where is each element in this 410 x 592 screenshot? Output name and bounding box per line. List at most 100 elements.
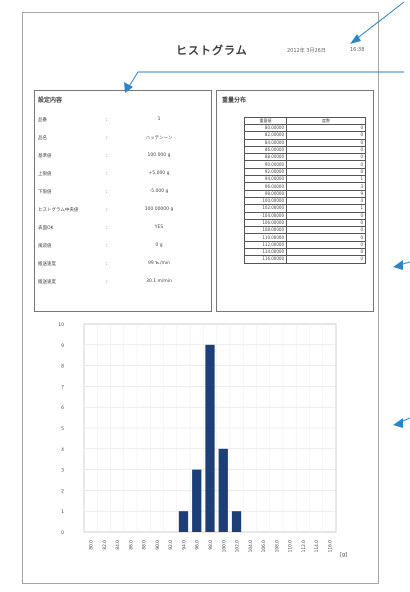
setting-value: 0 g	[120, 243, 198, 248]
distribution-count: 0	[287, 219, 366, 226]
x-tick-label: 110.0	[288, 540, 294, 553]
distribution-row: 102.00000 1	[245, 205, 366, 212]
histogram-chart: 0 1 2 3 4 5 6 7 8 9 10 80.0 82.0 84.0 86.0 88.0 90.0 92.0…	[40, 318, 375, 578]
x-tick-label: 80.0	[89, 540, 95, 550]
x-tick-label: 96.0	[195, 540, 201, 550]
x-tick-label: 90.0	[155, 540, 161, 550]
distribution-row: 114.00000 0	[245, 249, 366, 256]
distribution-row: 84.00000 0	[245, 139, 366, 146]
y-tick-label: 1	[61, 509, 64, 515]
setting-value: 1	[120, 117, 198, 122]
x-tick-label: 112.0	[301, 540, 307, 553]
y-tick-label: 2	[61, 488, 64, 494]
y-tick-label: 7	[61, 384, 64, 390]
setting-separator: :	[106, 207, 108, 213]
distribution-weight: 102.00000	[245, 205, 287, 212]
distribution-count: 0	[287, 154, 366, 161]
setting-label: 搬送速度	[38, 261, 56, 267]
y-tick-label: 10	[58, 322, 64, 328]
setting-separator: :	[106, 261, 108, 267]
distribution-count: 9	[287, 190, 366, 197]
setting-label: 下限値	[38, 189, 52, 195]
histogram-bar	[179, 511, 188, 532]
settings-title: 設定内容	[38, 95, 62, 104]
setting-value: 30.1 m/min	[120, 279, 198, 284]
y-tick-label: 8	[61, 364, 64, 370]
x-tick-label: 106.0	[261, 540, 267, 553]
distribution-weight: 90.00000	[245, 161, 287, 168]
distribution-row: 80.00000 0	[245, 125, 366, 132]
y-tick-label: 6	[61, 405, 64, 411]
setting-separator: :	[106, 279, 108, 285]
setting-separator: :	[106, 153, 108, 159]
distribution-weight: 82.00000	[245, 132, 287, 139]
histogram-svg: 0 1 2 3 4 5 6 7 8 9 10 80.0 82.0 84.0 86.0 88.0 90.0 92.0…	[40, 318, 375, 578]
distribution-weight: 98.00000	[245, 190, 287, 197]
distribution-count: 0	[287, 125, 366, 132]
distribution-count: 1	[287, 205, 366, 212]
setting-value: 100.000 g	[120, 153, 198, 158]
arrow-chart	[393, 418, 410, 428]
distribution-row: 110.00000 0	[245, 234, 366, 241]
distribution-count: 4	[287, 197, 366, 204]
y-tick-label: 4	[61, 447, 64, 453]
report-date: 2012年 3月26日	[287, 47, 326, 54]
setting-value: ハッテンーン	[120, 135, 198, 141]
setting-separator: :	[106, 225, 108, 231]
histogram-bar	[205, 345, 214, 532]
histogram-bar	[192, 470, 201, 532]
setting-separator: :	[106, 243, 108, 249]
distribution-count: 0	[287, 212, 366, 219]
distribution-row: 86.00000 0	[245, 146, 366, 153]
setting-separator: :	[106, 171, 108, 177]
setting-label: 品名	[38, 135, 47, 141]
y-tick-label: 9	[61, 343, 64, 349]
x-tick-label: 92.0	[168, 540, 174, 550]
arrow-distribution	[393, 260, 410, 270]
setting-value: 100.00000 g	[120, 207, 198, 212]
distribution-weight: 114.00000	[245, 249, 287, 256]
distribution-weight: 110.00000	[245, 234, 287, 241]
distribution-row: 108.00000 0	[245, 227, 366, 234]
distribution-row: 112.00000 0	[245, 241, 366, 248]
distribution-count: 0	[287, 146, 366, 153]
distribution-count: 0	[287, 234, 366, 241]
distribution-count: 0	[287, 168, 366, 175]
header-weight: 重量値	[245, 118, 287, 125]
setting-label: 基準値	[38, 153, 52, 159]
distribution-row: 88.00000 0	[245, 154, 366, 161]
distribution-count: 0	[287, 227, 366, 234]
distribution-count: 0	[287, 256, 366, 263]
x-tick-label: 98.0	[208, 540, 214, 550]
distribution-count: 0	[287, 161, 366, 168]
setting-value: YES	[120, 225, 198, 230]
x-tick-label: 88.0	[142, 540, 148, 550]
distribution-weight: 86.00000	[245, 146, 287, 153]
setting-label: 上限値	[38, 171, 52, 177]
y-tick-label: 3	[61, 468, 64, 474]
x-tick-label: 94.0	[181, 540, 187, 550]
x-tick-label: 100.0	[221, 540, 227, 553]
setting-value: +5.000 g	[120, 171, 198, 176]
y-tick-label: 0	[61, 530, 64, 536]
y-tick-label: 5	[61, 426, 64, 432]
x-unit-label: [g]	[340, 552, 347, 558]
setting-separator: :	[106, 189, 108, 195]
distribution-header-row: 重量値 度数	[245, 118, 366, 125]
setting-value: -5.000 g	[120, 189, 198, 194]
x-tick-label: 84.0	[115, 540, 121, 550]
x-tick-label: 86.0	[128, 540, 134, 550]
distribution-weight: 100.00000	[245, 197, 287, 204]
distribution-row: 106.00000 0	[245, 219, 366, 226]
distribution-weight: 88.00000	[245, 154, 287, 161]
distribution-row: 90.00000 0	[245, 161, 366, 168]
distribution-row: 116.00000 0	[245, 256, 366, 263]
distribution-weight: 80.00000	[245, 125, 287, 132]
header-count: 度数	[287, 118, 366, 125]
distribution-row: 92.00000 0	[245, 168, 366, 175]
distribution-row: 100.00000 4	[245, 197, 366, 204]
setting-value: 99 ℡/min	[120, 261, 198, 266]
distribution-weight: 116.00000	[245, 256, 287, 263]
setting-label: 搬送速度	[38, 279, 56, 285]
distribution-weight: 94.00000	[245, 176, 287, 183]
